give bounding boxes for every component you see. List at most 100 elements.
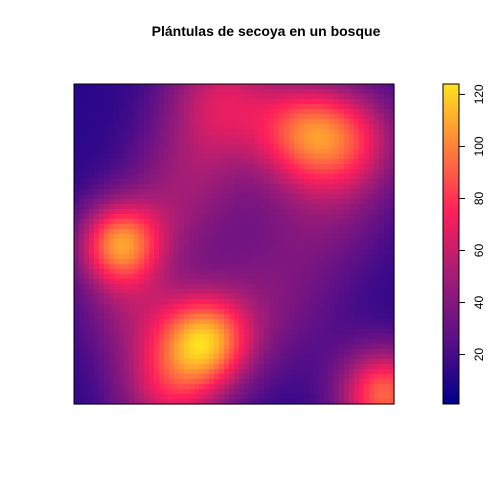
heatmap-cell bbox=[224, 304, 230, 310]
heatmap-cell bbox=[339, 294, 345, 300]
heatmap-cell bbox=[329, 179, 335, 185]
heatmap-cell bbox=[74, 244, 80, 250]
heatmap-cell bbox=[79, 94, 85, 100]
heatmap-cell bbox=[159, 329, 165, 335]
heatmap-cell bbox=[164, 254, 170, 260]
heatmap-cell bbox=[254, 184, 260, 190]
heatmap-cell bbox=[254, 214, 260, 220]
heatmap-cell bbox=[199, 289, 205, 295]
heatmap-cell bbox=[284, 164, 290, 170]
heatmap-cell bbox=[299, 279, 305, 285]
heatmap-cell bbox=[184, 124, 190, 130]
heatmap-cell bbox=[304, 289, 310, 295]
heatmap-cell bbox=[229, 204, 235, 210]
heatmap-cell bbox=[139, 199, 145, 205]
heatmap-cell bbox=[144, 264, 150, 270]
heatmap-cell bbox=[334, 154, 340, 160]
heatmap-cell bbox=[314, 134, 320, 140]
heatmap-cell bbox=[179, 244, 185, 250]
heatmap-cell bbox=[309, 379, 315, 385]
heatmap-cell bbox=[164, 299, 170, 305]
heatmap-cell bbox=[129, 359, 135, 365]
heatmap-cell bbox=[374, 284, 380, 290]
heatmap-cell bbox=[179, 239, 185, 245]
heatmap-cell bbox=[244, 324, 250, 330]
heatmap-cell bbox=[354, 159, 360, 165]
heatmap-cell bbox=[139, 169, 145, 175]
heatmap-cell bbox=[274, 349, 280, 355]
heatmap-cell bbox=[174, 124, 180, 130]
heatmap-cell bbox=[374, 249, 380, 255]
heatmap-cell bbox=[289, 204, 295, 210]
heatmap-cell bbox=[179, 369, 185, 375]
heatmap-cell bbox=[364, 229, 370, 235]
heatmap-cell bbox=[369, 209, 375, 215]
heatmap-cell bbox=[144, 204, 150, 210]
heatmap-cell bbox=[194, 224, 200, 230]
heatmap-cell bbox=[194, 104, 200, 110]
heatmap-cell bbox=[109, 179, 115, 185]
heatmap-cell bbox=[299, 314, 305, 320]
heatmap-cell bbox=[289, 129, 295, 135]
heatmap-cell bbox=[209, 114, 215, 120]
heatmap-cell bbox=[379, 239, 385, 245]
heatmap-cell bbox=[184, 334, 190, 340]
heatmap-cell bbox=[269, 384, 275, 390]
heatmap-cell bbox=[274, 369, 280, 375]
heatmap-cell bbox=[109, 214, 115, 220]
heatmap-cell bbox=[244, 374, 250, 380]
heatmap-cell bbox=[89, 239, 95, 245]
heatmap-cell bbox=[209, 374, 215, 380]
heatmap-cell bbox=[319, 164, 325, 170]
heatmap-cell bbox=[184, 104, 190, 110]
heatmap-cell bbox=[349, 169, 355, 175]
heatmap-cell bbox=[234, 259, 240, 265]
heatmap-cell bbox=[304, 109, 310, 115]
heatmap-cell bbox=[309, 114, 315, 120]
heatmap-cell bbox=[364, 199, 370, 205]
heatmap-cell bbox=[169, 204, 175, 210]
heatmap-cell bbox=[119, 354, 125, 360]
heatmap-cell bbox=[279, 224, 285, 230]
heatmap-cell bbox=[104, 119, 110, 125]
heatmap-cell bbox=[354, 164, 360, 170]
heatmap-cell bbox=[74, 134, 80, 140]
heatmap-cell bbox=[169, 314, 175, 320]
heatmap-cell bbox=[324, 309, 330, 315]
heatmap-cell bbox=[244, 124, 250, 130]
heatmap-cell bbox=[129, 239, 135, 245]
heatmap-cell bbox=[119, 264, 125, 270]
heatmap-cell bbox=[189, 354, 195, 360]
heatmap-cell bbox=[99, 239, 105, 245]
heatmap-cell bbox=[114, 159, 120, 165]
heatmap-cell bbox=[309, 259, 315, 265]
heatmap-cell bbox=[104, 279, 110, 285]
heatmap-cell bbox=[354, 334, 360, 340]
heatmap-cell bbox=[114, 154, 120, 160]
heatmap-cell bbox=[294, 279, 300, 285]
heatmap-cell bbox=[279, 159, 285, 165]
heatmap-cell bbox=[84, 334, 90, 340]
heatmap-cell bbox=[74, 169, 80, 175]
heatmap-cell bbox=[94, 219, 100, 225]
heatmap-cell bbox=[229, 349, 235, 355]
heatmap-cell bbox=[269, 109, 275, 115]
heatmap-cell bbox=[389, 159, 395, 165]
heatmap-cell bbox=[224, 324, 230, 330]
heatmap-cell bbox=[249, 149, 255, 155]
heatmap-cell bbox=[264, 274, 270, 280]
heatmap-cell bbox=[219, 179, 225, 185]
heatmap-cell bbox=[199, 209, 205, 215]
heatmap-cell bbox=[209, 299, 215, 305]
heatmap-cell bbox=[379, 199, 385, 205]
heatmap-cell bbox=[384, 179, 390, 185]
heatmap-cell bbox=[199, 329, 205, 335]
heatmap-cell bbox=[124, 204, 130, 210]
heatmap-cell bbox=[309, 84, 315, 90]
heatmap-cell bbox=[359, 109, 365, 115]
heatmap-cell bbox=[349, 219, 355, 225]
heatmap-cell bbox=[99, 199, 105, 205]
heatmap-cell bbox=[249, 329, 255, 335]
heatmap-cell bbox=[179, 174, 185, 180]
heatmap-cell bbox=[294, 209, 300, 215]
